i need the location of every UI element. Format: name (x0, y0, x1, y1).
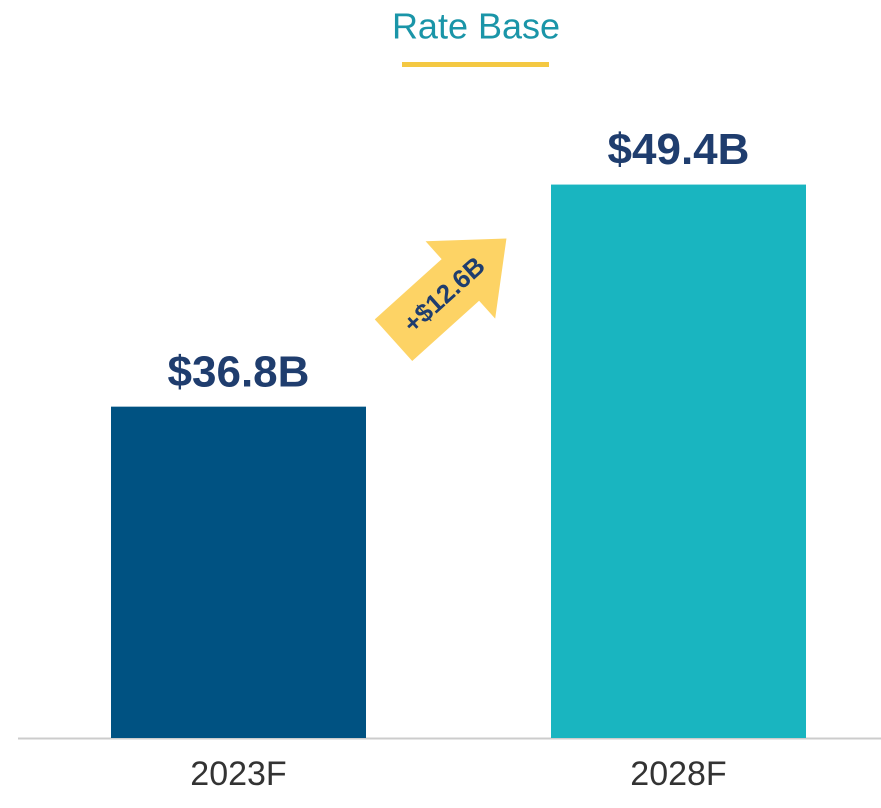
growth-arrow: +$12.6B (374, 238, 507, 361)
bar (551, 184, 806, 738)
value-label: $49.4B (608, 125, 750, 174)
chart-title: Rate Base (392, 6, 560, 47)
bar (111, 406, 366, 738)
x-tick-label: 2023F (190, 755, 286, 793)
x-tick-label: 2028F (630, 755, 726, 793)
value-label: $36.8B (168, 347, 310, 396)
arrow-shape (374, 238, 507, 361)
title-underline (402, 62, 549, 67)
